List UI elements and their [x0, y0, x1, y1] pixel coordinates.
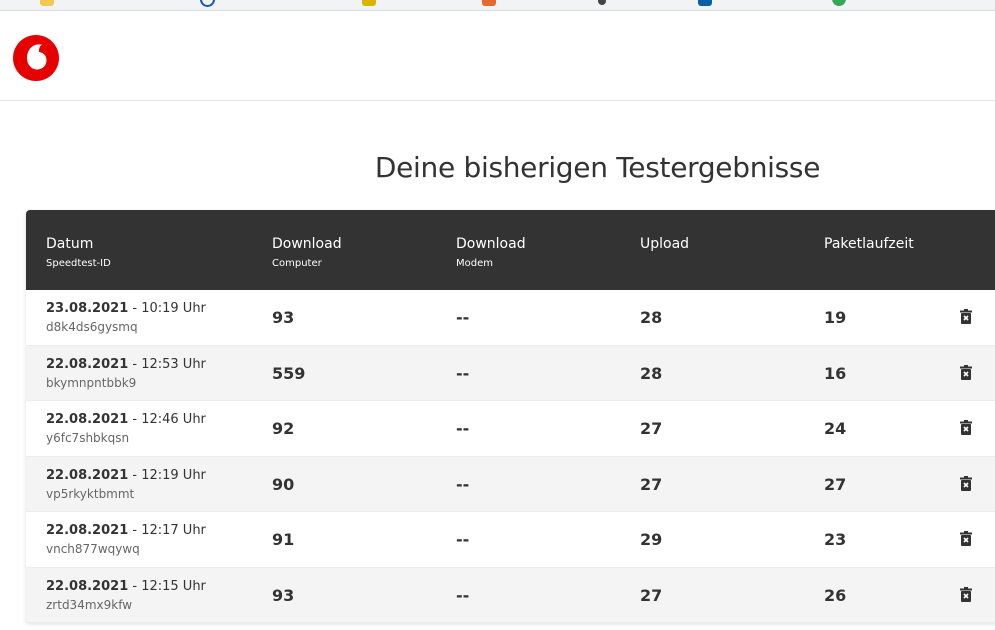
row-latency: 24	[824, 419, 847, 438]
row-download-computer: 559	[272, 363, 306, 383]
row-time: - 12:17 Uhr	[128, 523, 206, 538]
row-date: 22.08.2021	[46, 467, 129, 483]
trash-icon[interactable]	[960, 586, 972, 602]
header-latency[interactable]: Paketlaufzeit	[824, 236, 914, 252]
bookmark-icon[interactable]	[362, 0, 376, 6]
row-date: 22.08.2021	[46, 578, 129, 594]
header-sublabel: Speedtest-ID	[46, 258, 111, 269]
site-header	[0, 11, 995, 101]
row-upload: 27	[640, 474, 663, 494]
bookmark-icon[interactable]	[832, 0, 846, 6]
bookmark-icon[interactable]	[698, 0, 712, 6]
header-upload[interactable]: Upload	[640, 236, 689, 252]
table-row: 22.08.2021 - 12:53 Uhr bkymnpntbbk9 559 …	[26, 345, 995, 401]
header-label: Paketlaufzeit	[824, 236, 914, 252]
table-row: 22.08.2021 - 12:19 Uhr vp5rkyktbmmt 90 -…	[26, 456, 995, 512]
table-row: 22.08.2021 - 12:46 Uhr y6fc7shbkqsn 92 -…	[26, 401, 995, 457]
row-latency: 19	[824, 308, 847, 327]
row-time: - 12:53 Uhr	[128, 356, 206, 372]
row-latency: 23	[824, 530, 847, 549]
row-date: 22.08.2021	[46, 523, 129, 538]
row-date: 22.08.2021	[46, 412, 129, 427]
results-table: Datum Speedtest-ID Download Computer Dow…	[26, 210, 995, 623]
date-cell: 23.08.2021 - 10:19 Uhr d8k4ds6gysmq	[46, 300, 206, 336]
row-speedtest-id: zrtd34mx9kfw	[46, 597, 133, 612]
row-upload: 28	[640, 363, 663, 383]
header-label: Download	[272, 236, 342, 252]
row-download-computer: 92	[272, 419, 295, 438]
row-upload: 29	[640, 530, 663, 549]
vodafone-logo-icon[interactable]	[13, 35, 59, 81]
row-date: 23.08.2021	[46, 301, 129, 316]
row-date: 22.08.2021	[46, 356, 129, 372]
row-time: - 12:15 Uhr	[128, 578, 206, 594]
row-upload: 27	[640, 585, 663, 605]
bookmark-icon[interactable]	[598, 0, 606, 5]
row-speedtest-id: vp5rkyktbmmt	[46, 486, 135, 501]
row-download-modem: --	[456, 474, 470, 494]
table-body: 23.08.2021 - 10:19 Uhr d8k4ds6gysmq 93 -…	[26, 290, 995, 623]
row-download-computer: 93	[272, 308, 295, 327]
row-download-modem: --	[456, 363, 470, 383]
trash-icon[interactable]	[960, 531, 972, 546]
header-date[interactable]: Datum Speedtest-ID	[46, 236, 111, 269]
row-speedtest-id: vnch877wqywq	[46, 542, 140, 556]
row-download-modem: --	[456, 530, 470, 549]
date-cell: 22.08.2021 - 12:19 Uhr vp5rkyktbmmt	[46, 467, 206, 503]
row-download-computer: 91	[272, 530, 295, 549]
date-cell: 22.08.2021 - 12:53 Uhr bkymnpntbbk9	[46, 356, 206, 392]
bookmarks-bar	[0, 0, 995, 11]
bookmark-icon[interactable]	[200, 0, 215, 7]
row-latency: 26	[824, 585, 847, 605]
header-sublabel: Modem	[456, 258, 493, 269]
header-download-computer[interactable]: Download Computer	[272, 236, 342, 269]
row-download-computer: 90	[272, 474, 295, 494]
row-download-computer: 93	[272, 585, 295, 605]
row-download-modem: --	[456, 585, 470, 605]
trash-icon[interactable]	[960, 420, 972, 435]
row-time: - 12:46 Uhr	[128, 412, 206, 427]
trash-icon[interactable]	[960, 364, 972, 380]
header-label: Download	[456, 236, 526, 252]
header-sublabel: Computer	[272, 258, 322, 269]
bookmark-icon[interactable]	[482, 0, 496, 6]
row-latency: 16	[824, 363, 847, 383]
row-time: - 10:19 Uhr	[128, 301, 206, 316]
row-latency: 27	[824, 474, 847, 494]
table-row: 22.08.2021 - 12:17 Uhr vnch877wqywq 91 -…	[26, 512, 995, 568]
date-cell: 22.08.2021 - 12:17 Uhr vnch877wqywq	[46, 522, 206, 558]
table-header: Datum Speedtest-ID Download Computer Dow…	[26, 210, 995, 290]
table-row: 23.08.2021 - 10:19 Uhr d8k4ds6gysmq 93 -…	[26, 290, 995, 346]
trash-icon[interactable]	[960, 475, 972, 491]
header-label: Datum	[46, 236, 94, 252]
page-title: Deine bisherigen Testergebnisse	[374, 150, 821, 184]
row-download-modem: --	[456, 419, 470, 438]
header-download-modem[interactable]: Download Modem	[456, 236, 526, 269]
row-upload: 28	[640, 308, 663, 327]
row-download-modem: --	[456, 308, 470, 327]
row-speedtest-id: y6fc7shbkqsn	[46, 431, 130, 445]
bookmark-icon[interactable]	[40, 0, 54, 6]
row-upload: 27	[640, 419, 663, 438]
date-cell: 22.08.2021 - 12:46 Uhr y6fc7shbkqsn	[46, 411, 206, 447]
row-time: - 12:19 Uhr	[128, 467, 206, 483]
row-speedtest-id: bkymnpntbbk9	[46, 375, 137, 390]
trash-icon[interactable]	[960, 309, 972, 324]
header-label: Upload	[640, 236, 690, 252]
date-cell: 22.08.2021 - 12:15 Uhr zrtd34mx9kfw	[46, 578, 206, 614]
table-row: 22.08.2021 - 12:15 Uhr zrtd34mx9kfw 93 -…	[26, 567, 995, 623]
row-speedtest-id: d8k4ds6gysmq	[46, 320, 138, 334]
